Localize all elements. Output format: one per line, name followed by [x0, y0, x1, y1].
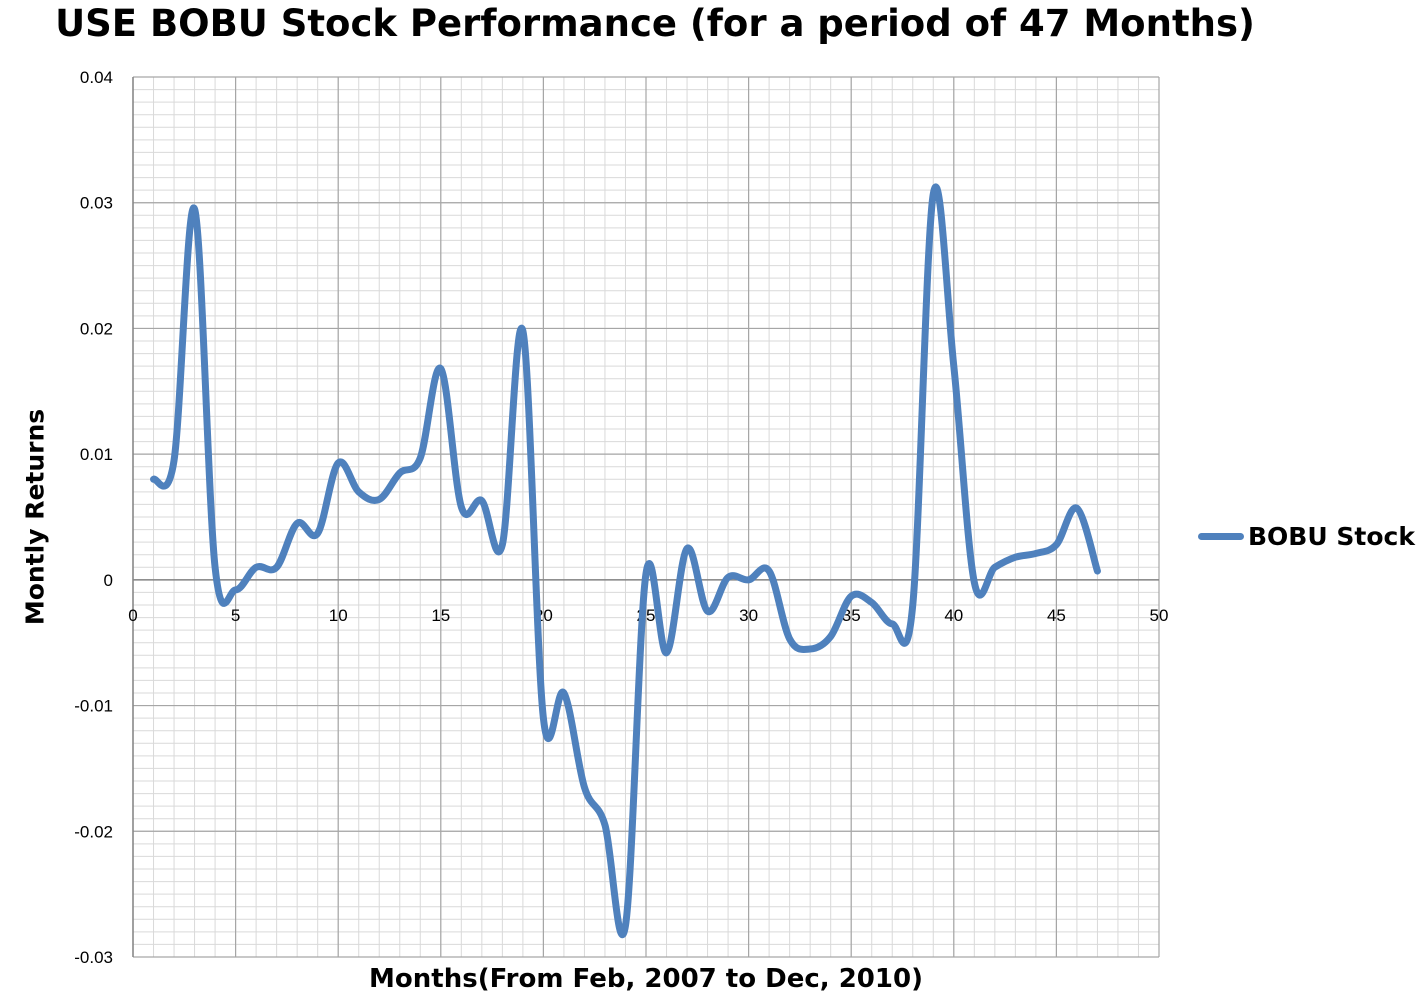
y-tick-label: 0.04 — [80, 68, 113, 87]
y-tick-label: 0.03 — [80, 194, 113, 213]
legend-swatch — [1198, 533, 1244, 540]
x-tick-label: 15 — [431, 606, 450, 625]
y-tick-labels: 0.04 0.03 0.02 0.01 0 -0.01 -0.02 -0.03 — [74, 68, 113, 967]
x-axis-label: Months(From Feb, 2007 to Dec, 2010) — [369, 964, 923, 994]
legend: BOBU Stock — [1198, 522, 1415, 551]
series-layer — [150, 183, 1101, 939]
chart-title: USE BOBU Stock Performance (for a period… — [55, 2, 1255, 45]
y-tick-label: 0 — [104, 571, 113, 590]
x-tick-label: 0 — [128, 606, 137, 625]
x-tick-label: 5 — [231, 606, 240, 625]
x-tick-label: 50 — [1150, 606, 1169, 625]
y-tick-label: -0.03 — [74, 948, 113, 967]
y-tick-label: 0.01 — [80, 445, 113, 464]
x-tick-label: 30 — [739, 606, 758, 625]
y-tick-label: -0.01 — [74, 697, 113, 716]
y-axis-label: Montly Returns — [20, 408, 50, 626]
y-tick-label: -0.02 — [74, 822, 113, 841]
y-tick-label: 0.02 — [80, 319, 113, 338]
x-tick-label: 10 — [329, 606, 348, 625]
legend-label-bobu-stock: BOBU Stock — [1248, 522, 1415, 551]
x-tick-label: 40 — [944, 606, 963, 625]
series-line-bobu-stock — [150, 183, 1101, 939]
x-tick-labels: 0 5 10 15 20 25 30 35 40 45 50 — [128, 606, 1168, 625]
x-tick-label: 45 — [1047, 606, 1066, 625]
